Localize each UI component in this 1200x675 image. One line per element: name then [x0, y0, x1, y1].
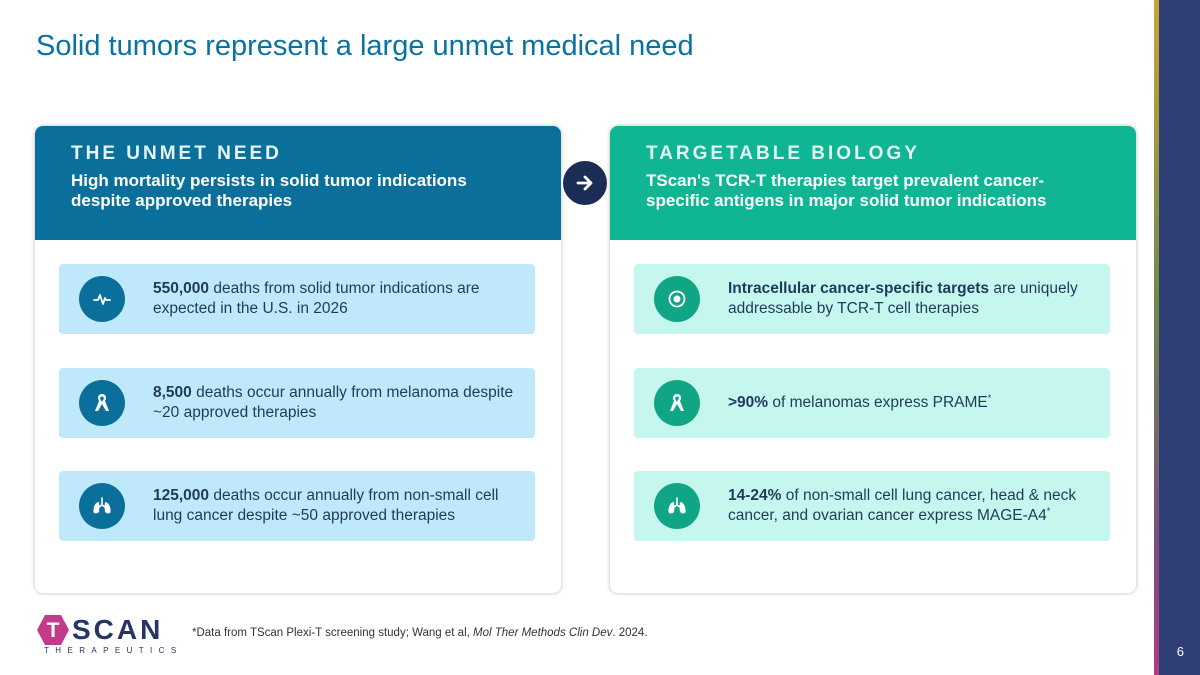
- panel-subheading: High mortality persists in solid tumor i…: [71, 171, 467, 210]
- footnote-marker: *: [1046, 505, 1051, 516]
- card-stat: 14-24%: [728, 487, 782, 504]
- arrow-right-icon: [561, 159, 609, 207]
- stat-card-melanoma-deaths: 8,500 deaths occur annually from melanom…: [59, 368, 535, 438]
- stat-card-mage-a4-expression: 14-24% of non-small cell lung cancer, he…: [634, 471, 1110, 541]
- panel-heading: THE UNMET NEED: [71, 143, 282, 164]
- card-stat: Intracellular cancer-specific targets: [728, 280, 990, 297]
- panel-heading: TARGETABLE BIOLOGY: [646, 143, 920, 164]
- edge-stripe: [1154, 0, 1200, 675]
- unmet-need-panel: THE UNMET NEED High mortality persists i…: [35, 126, 561, 593]
- card-text: Intracellular cancer-specific targets ar…: [728, 264, 1096, 334]
- card-stat: 8,500: [153, 384, 192, 401]
- logo-wordmark: SCAN: [72, 614, 164, 645]
- card-stat: 125,000: [153, 487, 210, 504]
- unmet-need-header: THE UNMET NEED High mortality persists i…: [35, 126, 561, 240]
- stat-card-prame-expression: >90% of melanomas express PRAME*: [634, 368, 1110, 438]
- card-desc: of non-small cell lung cancer, head & ne…: [728, 487, 1077, 524]
- lungs-icon: [79, 483, 125, 529]
- footnote-marker: *: [987, 392, 992, 403]
- footnote-journal: Mol Ther Methods Clin Dev: [473, 627, 613, 639]
- footnote-prefix: *Data from TScan Plexi-T screening study…: [192, 627, 474, 639]
- panel-subheading: TScan's TCR-T therapies target prevalent…: [646, 171, 1047, 210]
- card-text: 550,000 deaths from solid tumor indicati…: [153, 264, 521, 334]
- card-stat: >90%: [728, 394, 769, 411]
- card-text: 125,000 deaths occur annually from non-s…: [153, 471, 521, 541]
- svg-text:T: T: [47, 619, 60, 642]
- footnote-suffix: . 2024.: [612, 627, 648, 639]
- stat-card-nsclc-deaths: 125,000 deaths occur annually from non-s…: [59, 471, 535, 541]
- logo-tagline: THERAPEUTICS: [44, 646, 183, 655]
- stat-card-solid-tumor-deaths: 550,000 deaths from solid tumor indicati…: [59, 264, 535, 334]
- card-desc: deaths from solid tumor indications are …: [153, 280, 480, 317]
- card-desc: deaths occur annually from non-small cel…: [153, 487, 499, 524]
- logo-hexagon-icon: T: [37, 615, 69, 645]
- ribbon-icon: [654, 380, 700, 426]
- card-desc: deaths occur annually from melanoma desp…: [153, 384, 514, 421]
- card-desc: of melanomas express PRAME: [768, 394, 988, 411]
- target-icon: [654, 276, 700, 322]
- tscan-logo: T SCAN THERAPEUTICS: [36, 614, 176, 656]
- card-text: 8,500 deaths occur annually from melanom…: [153, 368, 521, 438]
- card-stat: 550,000: [153, 280, 210, 297]
- ribbon-icon: [79, 380, 125, 426]
- card-desc: are uniquely addressable by TCR-T cell t…: [728, 280, 1078, 317]
- card-text: 14-24% of non-small cell lung cancer, he…: [728, 471, 1096, 541]
- card-text: >90% of melanomas express PRAME*: [728, 368, 1096, 438]
- targetable-biology-panel: TARGETABLE BIOLOGY TScan's TCR-T therapi…: [610, 126, 1136, 593]
- footnote: *Data from TScan Plexi-T screening study…: [192, 627, 648, 639]
- edge-accent-line: [1154, 0, 1159, 675]
- slide-title: Solid tumors represent a large unmet med…: [36, 30, 694, 62]
- targetable-biology-header: TARGETABLE BIOLOGY TScan's TCR-T therapi…: [610, 126, 1136, 240]
- page-number: 6: [1176, 644, 1184, 659]
- stat-card-intracellular-targets: Intracellular cancer-specific targets ar…: [634, 264, 1110, 334]
- pulse-icon: [79, 276, 125, 322]
- lungs-icon: [654, 483, 700, 529]
